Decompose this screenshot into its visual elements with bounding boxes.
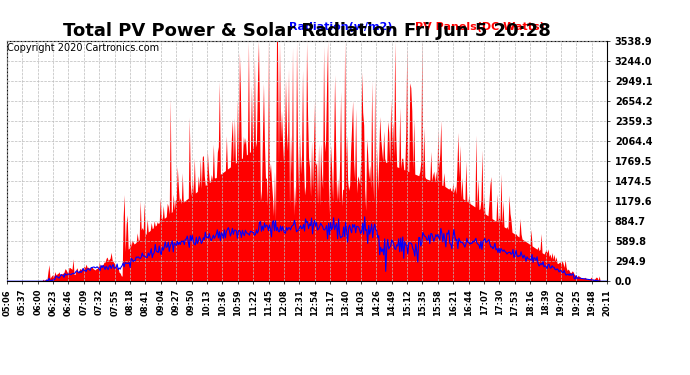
Text: PV Panels(DC Watts): PV Panels(DC Watts) xyxy=(415,22,545,32)
Text: Copyright 2020 Cartronics.com: Copyright 2020 Cartronics.com xyxy=(7,43,159,52)
Title: Total PV Power & Solar Radiation Fri Jun 5 20:28: Total PV Power & Solar Radiation Fri Jun… xyxy=(63,22,551,40)
Text: Radiation(w/m2): Radiation(w/m2) xyxy=(289,22,393,32)
